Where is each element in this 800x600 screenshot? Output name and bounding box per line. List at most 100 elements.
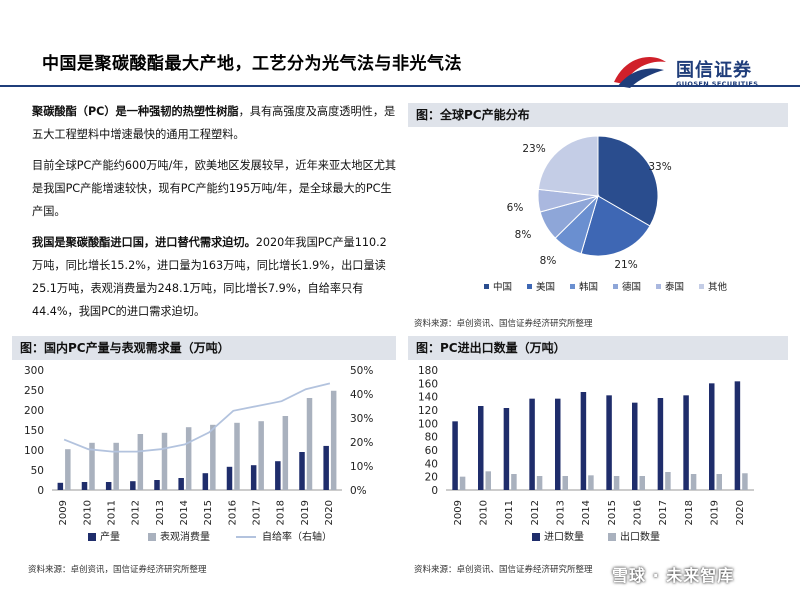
- bar-import: [683, 395, 689, 490]
- x-tick-label: 2017: [658, 500, 669, 525]
- legend-label: 美国: [536, 281, 555, 293]
- legend-label: 出口数量: [620, 530, 660, 543]
- pie-data-label: 6%: [507, 202, 524, 214]
- bar-apparent-consumption: [306, 398, 313, 490]
- bar-apparent-consumption: [161, 432, 168, 490]
- x-tick-label: 2017: [251, 500, 262, 525]
- bar-export: [639, 476, 645, 490]
- bar-export: [511, 474, 517, 490]
- bar-apparent-consumption: [137, 434, 144, 490]
- pie-slice-其他: [537, 135, 599, 197]
- y2-tick-label: 0%: [350, 485, 367, 497]
- pie-slice-美国: [580, 195, 651, 257]
- production-demand-chart: 0 50 100 150 200 250 300 0% 10% 20% 30% 40% 50% 2009 2…: [24, 365, 373, 543]
- legend-label: 产量: [100, 530, 120, 543]
- legend-label: 自给率（右轴）: [262, 530, 332, 543]
- bar-import: [503, 408, 510, 490]
- bar-export: [665, 472, 671, 490]
- legend-label: 进口数量: [544, 530, 584, 543]
- bar-production: [250, 465, 257, 490]
- x-tick-label: 2012: [131, 500, 142, 525]
- y-tick-label: 0: [37, 485, 44, 497]
- y-tick-label: 150: [24, 425, 44, 437]
- y2-tick-label: 10%: [350, 461, 373, 473]
- y-tick-label: 50: [31, 465, 44, 477]
- y2-tick-label: 20%: [350, 437, 373, 449]
- y-tick-label: 20: [425, 472, 438, 484]
- y-tick-label: 60: [425, 445, 438, 457]
- x-tick-label: 2011: [504, 500, 515, 525]
- paragraph-3-body: 2020年我国PC产量110.2万吨，同比增长15.2%，进口量为163万吨，同…: [32, 236, 387, 318]
- y2-tick-label: 30%: [350, 413, 373, 425]
- bar-apparent-consumption: [258, 421, 264, 490]
- bar-apparent-consumption: [210, 424, 216, 490]
- x-tick-label: 2016: [633, 500, 644, 525]
- y-tick-label: 300: [24, 365, 44, 377]
- pie-data-label: 8%: [515, 229, 532, 241]
- bar-apparent-consumption: [185, 427, 192, 490]
- bar-export: [690, 474, 697, 490]
- bar-import: [529, 398, 535, 490]
- x-tick-label: 2011: [106, 500, 117, 525]
- legend-swatch: [88, 533, 96, 541]
- bar-export: [485, 471, 491, 490]
- y-tick-label: 160: [418, 378, 438, 390]
- title-divider: [0, 85, 800, 87]
- x-tick-label: 2009: [58, 500, 69, 525]
- bar-production: [105, 482, 112, 490]
- paragraph-3: 我国是聚碳酸酯进口国，进口替代需求迫切。2020年我国PC产量110.2万吨，同…: [32, 231, 397, 323]
- legend-swatch: [148, 533, 156, 541]
- bar-apparent-consumption: [65, 449, 71, 490]
- bar-import: [734, 381, 741, 490]
- bar-apparent-consumption: [282, 416, 289, 490]
- legend-swatch: [656, 284, 661, 289]
- x-tick-label: 2018: [684, 500, 695, 525]
- x-tick-label: 2019: [300, 500, 311, 525]
- pie-data-label: 23%: [522, 143, 545, 155]
- x-tick-label: 2019: [710, 500, 721, 525]
- legend-swatch: [532, 533, 540, 541]
- pie-data-label: 8%: [540, 255, 557, 267]
- bar-import: [580, 392, 587, 490]
- y-tick-label: 40: [425, 458, 438, 470]
- pie-chart: 33% 21% 8% 8% 6% 23% 中国 美国 韩国 德国 泰国 其他: [484, 135, 728, 293]
- legend-label: 韩国: [579, 281, 598, 293]
- bar-production: [81, 482, 88, 490]
- y-tick-label: 0: [431, 485, 438, 497]
- bar-export: [562, 476, 568, 490]
- brand-logo: 国信证券 GUOSEN SECURITIES: [612, 52, 772, 96]
- brand-name-cn: 国信证券: [676, 60, 752, 81]
- bar-export: [613, 476, 620, 490]
- paragraph-1: 聚碳酸酯（PC）是一种强韧的热塑性树脂，具有高强度及高度透明性，是五大工程塑料中…: [32, 100, 397, 146]
- bar-production: [323, 445, 329, 490]
- pie-chart-header: 图：全球PC产能分布: [408, 103, 788, 127]
- bar-import: [657, 398, 664, 490]
- bar-production: [299, 452, 305, 490]
- x-tick-label: 2009: [453, 500, 464, 525]
- bar-apparent-consumption: [330, 390, 337, 490]
- x-tick-label: 2018: [276, 500, 287, 525]
- bar-import: [709, 383, 715, 490]
- bar-production: [57, 482, 64, 490]
- bar-export: [459, 476, 466, 490]
- y-tick-label: 80: [425, 432, 438, 444]
- x-tick-label: 2013: [155, 500, 166, 525]
- x-tick-label: 2013: [556, 500, 567, 525]
- bar-import: [606, 395, 612, 490]
- pie-data-label: 33%: [648, 161, 671, 173]
- legend-label: 其他: [708, 281, 728, 293]
- legend-swatch: [570, 284, 575, 289]
- bar-export: [716, 474, 722, 490]
- bar-import: [452, 421, 458, 490]
- bar-production: [275, 461, 281, 490]
- line-self-sufficiency: [63, 382, 331, 453]
- pie-slice-中国: [597, 135, 659, 227]
- trade-chart-source: 资料来源：卓创资讯、国信证券经济研究所整理: [414, 565, 593, 575]
- intro-text: 聚碳酸酯（PC）是一种强韧的热塑性树脂，具有高强度及高度透明性，是五大工程塑料中…: [32, 100, 397, 331]
- brand-mark-icon: [614, 56, 666, 88]
- legend-swatch: [699, 284, 704, 289]
- x-tick-label: 2020: [735, 500, 746, 525]
- x-tick-label: 2014: [179, 500, 190, 525]
- bar-import: [632, 402, 638, 490]
